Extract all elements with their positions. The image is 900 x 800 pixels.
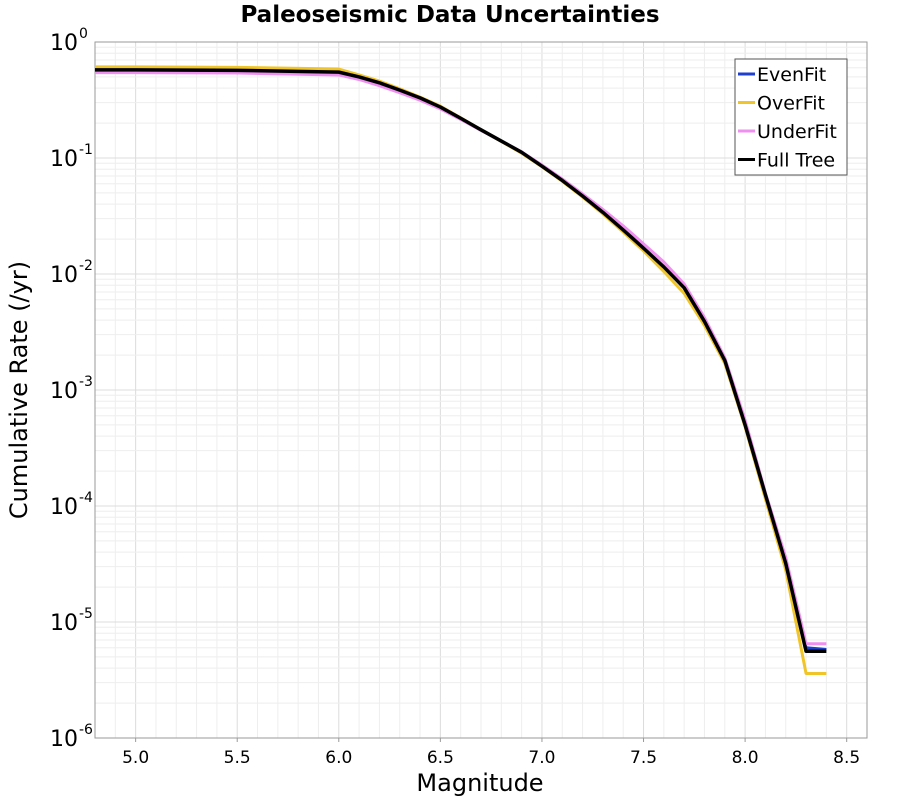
y-tick-exponent: -1 bbox=[79, 142, 93, 158]
x-tick-label: 5.5 bbox=[224, 748, 251, 768]
x-tick-label: 5.0 bbox=[122, 748, 149, 768]
chart-title: Paleoseismic Data Uncertainties bbox=[240, 2, 659, 28]
legend-label: UnderFit bbox=[757, 121, 837, 143]
x-tick-label: 6.5 bbox=[427, 748, 454, 768]
y-tick-base: 10 bbox=[50, 147, 78, 172]
y-tick-exponent: -6 bbox=[79, 722, 93, 738]
legend: EvenFit OverFit UnderFit Full Tree bbox=[734, 58, 848, 176]
legend-label: Full Tree bbox=[757, 150, 835, 172]
plot-frame bbox=[94, 41, 868, 739]
y-tick-base: 10 bbox=[50, 495, 78, 520]
legend-box bbox=[734, 58, 848, 176]
legend-label: EvenFit bbox=[757, 64, 826, 86]
series bbox=[95, 65, 827, 675]
y-tick-label: 10 bbox=[50, 263, 78, 288]
y-tick-label: 10 bbox=[50, 495, 78, 520]
y-tick-base: 10 bbox=[50, 611, 78, 636]
x-tick-label: 6.0 bbox=[325, 748, 352, 768]
y-tick-base: 10 bbox=[50, 727, 78, 752]
axes: 5.0 5.5 6.0 6.5 7.0 7.5 8.0 8.510 010 -110 -210 -31… bbox=[50, 26, 868, 768]
legend-label: OverFit bbox=[757, 93, 825, 115]
x-axis-label: Magnitude bbox=[416, 769, 543, 797]
y-axis-label: Cumulative Rate (/yr) bbox=[5, 261, 33, 519]
y-tick-label: 10 bbox=[50, 31, 78, 56]
y-tick-base: 10 bbox=[50, 379, 78, 404]
y-tick-exponent: -5 bbox=[79, 606, 93, 622]
y-tick-label: 10 bbox=[50, 379, 78, 404]
y-tick-base: 10 bbox=[50, 31, 78, 56]
y-tick-label: 10 bbox=[50, 147, 78, 172]
y-tick-label: 10 bbox=[50, 727, 78, 752]
y-tick-exponent: -4 bbox=[79, 490, 93, 506]
y-tick-exponent: -2 bbox=[79, 258, 93, 274]
x-tick-label: 8.0 bbox=[732, 748, 759, 768]
y-tick-exponent: 0 bbox=[79, 26, 88, 42]
y-tick-exponent: -3 bbox=[79, 374, 93, 390]
y-tick-label: 10 bbox=[50, 611, 78, 636]
x-tick-label: 7.5 bbox=[630, 748, 657, 768]
series-line-full-tree bbox=[95, 68, 827, 653]
y-tick-base: 10 bbox=[50, 263, 78, 288]
x-tick-label: 8.5 bbox=[833, 748, 860, 768]
x-tick-label: 7.0 bbox=[528, 748, 555, 768]
